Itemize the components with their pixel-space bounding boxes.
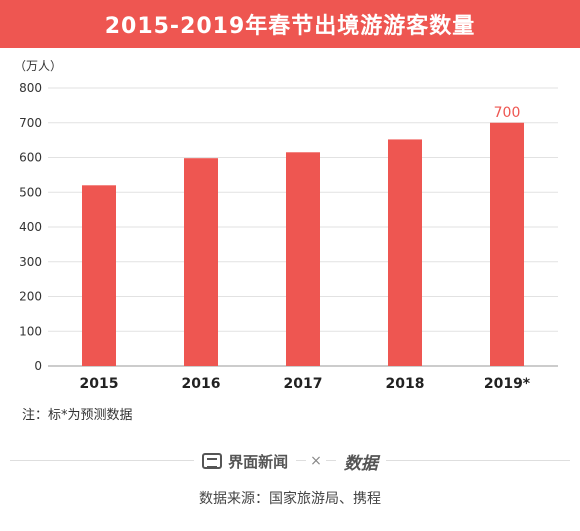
jiemian-logo: 界面新闻: [194, 450, 297, 472]
y-tick-label: 0: [34, 359, 42, 373]
y-tick-label: 100: [19, 324, 42, 338]
chart-title-bar: 2015-2019年春节出境游游客数量: [0, 0, 580, 48]
x-tick-label: 2015: [80, 376, 119, 392]
y-axis-unit-label: （万人）: [14, 59, 62, 73]
y-tick-label: 200: [19, 290, 42, 304]
times-symbol: ×: [306, 453, 326, 469]
bar: [286, 152, 320, 366]
chart-title: 2015-2019年春节出境游游客数量: [104, 14, 476, 39]
forecast-note: 注：标*为预测数据: [22, 408, 133, 423]
shujuxia-logo: 数据: [335, 448, 386, 474]
bar: [388, 139, 422, 366]
x-tick-label: 2016: [182, 376, 221, 392]
bar: [490, 122, 524, 366]
data-source: 数据来源：国家旅游局、携程: [199, 491, 381, 507]
jiemian-logo-text: 界面新闻: [228, 452, 289, 471]
y-tick-label: 600: [19, 151, 42, 165]
y-tick-label: 500: [19, 185, 42, 199]
x-tick-label: 2019*: [484, 376, 531, 392]
footer-logos: 界面新闻 × 数据: [0, 446, 580, 476]
y-tick-label: 400: [19, 220, 42, 234]
y-tick-label: 700: [19, 116, 42, 130]
data-label: 700: [494, 105, 521, 121]
jiemian-logo-icon: [202, 453, 223, 469]
x-tick-label: 2017: [284, 376, 323, 392]
y-tick-label: 300: [19, 255, 42, 269]
bar-chart-svg: （万人） 0 100 200 300 400 500 600 700 800 2015 2016 201…: [14, 59, 558, 392]
x-tick-label: 2018: [386, 376, 425, 392]
y-tick-label: 800: [19, 81, 42, 95]
bar: [184, 158, 218, 366]
bar-chart: （万人） 0 100 200 300 400 500 600 700 800 2015 2016 201…: [0, 48, 580, 398]
bar: [82, 185, 116, 366]
